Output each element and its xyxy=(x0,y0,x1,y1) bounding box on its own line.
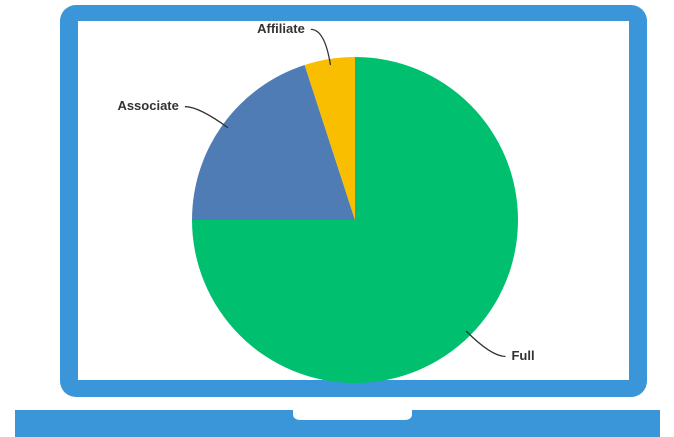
slice-label: Associate xyxy=(117,98,178,113)
slice-label: Full xyxy=(511,348,534,363)
slice-label: Affiliate xyxy=(257,21,305,36)
laptop-notch xyxy=(293,410,412,420)
page: Full Associate Affiliate xyxy=(0,0,674,437)
